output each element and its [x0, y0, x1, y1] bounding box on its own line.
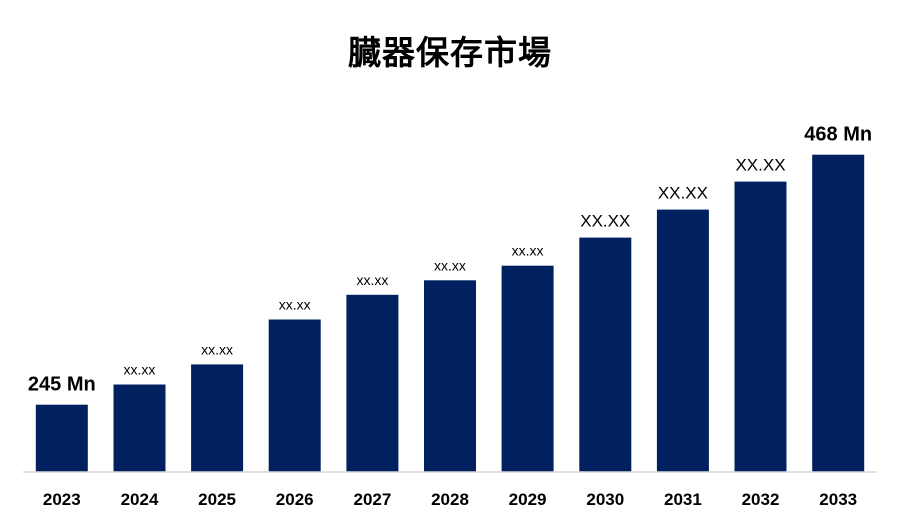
- bar-2023: [35, 404, 88, 472]
- x-tick-2023: 2023: [43, 490, 81, 509]
- bar-2030: [579, 237, 632, 472]
- bar-2029: [501, 265, 554, 472]
- x-tick-2028: 2028: [431, 490, 469, 509]
- data-labels-layer: 245 Mn xx.xx xx.xx xx.xx xx.xx xx.xx xx.xx XX.X…: [28, 124, 872, 396]
- bar-2032: [734, 181, 787, 472]
- x-tick-2024: 2024: [121, 490, 159, 509]
- data-label-2024: xx.xx: [124, 362, 156, 378]
- data-label-2032: XX.XX: [735, 156, 785, 175]
- x-tick-2033: 2033: [819, 490, 857, 509]
- data-label-2023: 245 Mn: [28, 374, 96, 396]
- bar-2033: [812, 154, 865, 472]
- bar-2024: [113, 384, 166, 472]
- x-tick-2026: 2026: [276, 490, 314, 509]
- x-tick-2029: 2029: [509, 490, 547, 509]
- bar-2027: [346, 294, 399, 472]
- x-tick-2030: 2030: [586, 490, 624, 509]
- bar-2031: [656, 209, 709, 472]
- data-label-2026: xx.xx: [279, 297, 311, 313]
- data-label-2030: XX.XX: [580, 212, 630, 231]
- data-label-2033: 468 Mn: [804, 124, 872, 146]
- x-tick-2027: 2027: [353, 490, 391, 509]
- x-tick-2031: 2031: [664, 490, 702, 509]
- data-label-2025: xx.xx: [201, 341, 233, 357]
- data-label-2029: xx.xx: [512, 243, 544, 259]
- x-tick-2025: 2025: [198, 490, 236, 509]
- data-label-2028: xx.xx: [434, 257, 466, 273]
- bars-layer: [35, 154, 865, 472]
- bar-2025: [191, 364, 244, 472]
- data-label-2031: XX.XX: [658, 184, 708, 203]
- data-label-2027: xx.xx: [356, 272, 388, 288]
- chart-title: 臓器保存市場: [348, 33, 552, 72]
- x-tick-2032: 2032: [742, 490, 780, 509]
- bar-2028: [424, 280, 476, 472]
- bar-2026: [268, 319, 321, 472]
- x-tick-labels-layer: 2023 2024 2025 2026 2027 2028 2029 2030 2031 2032…: [43, 490, 857, 509]
